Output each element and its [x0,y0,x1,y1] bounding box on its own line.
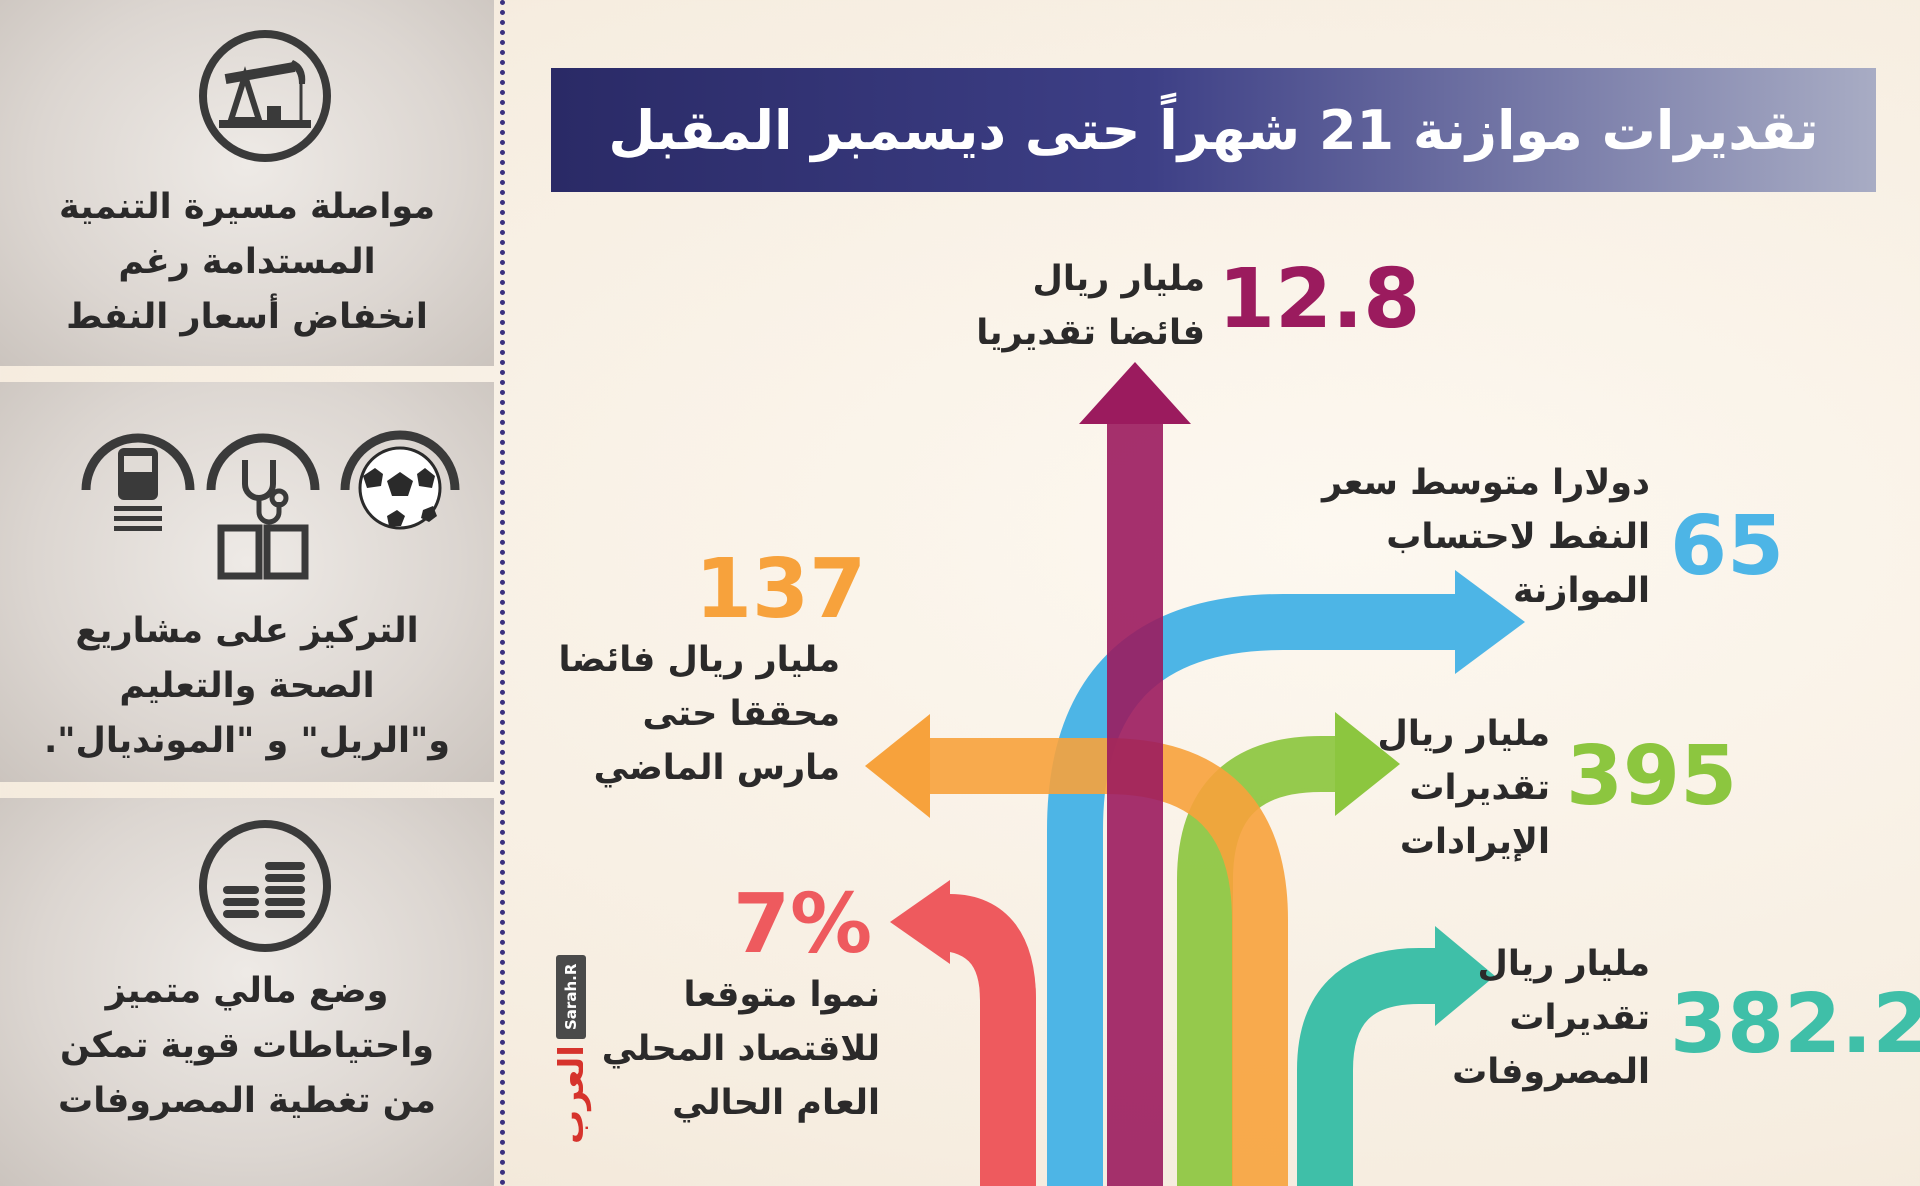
arrow-surplus [1107,418,1163,1186]
stat-surplus-desc: مليار ريال فائضا تقديريا [976,259,1205,353]
oil-pump-icon [199,30,331,162]
stat-revenues-desc: مليار ريال تقديرات الإيرادات [1377,714,1550,862]
arrow-surplus-head [1079,362,1191,424]
panel-health-education: التركيز على مشاريع الصحة والتعليم و"الري… [0,382,494,782]
soccer-ball-icon [340,430,460,530]
arrow-oil-price-head [1455,570,1525,674]
stat-achieved-surplus-desc: مليار ريال فائضا محققا حتى مارس الماضي [558,640,840,788]
panel1-line-2: المستدامة رغم [118,242,376,282]
stethoscope-book-icon [206,433,320,580]
arrow-expenses [1297,948,1440,1186]
stat-revenues-value: 395 [1566,729,1738,824]
stat-growth-value: 7% [733,877,873,972]
panel2-line-2: الصحة والتعليم [119,666,375,706]
coins-stack-icon [199,820,331,952]
dotted-divider [500,0,505,1186]
panel2-line-1: التركيز على مشاريع [75,611,419,651]
panel3-line-1: وضع مالي متميز [105,971,389,1011]
arrow-growth-head [890,880,950,964]
page-title: تقديرات موازنة 21 شهراً حتى ديسمبر المقب… [608,98,1819,162]
stat-surplus-value: 12.8 [1218,252,1421,347]
panel-financial-position: وضع مالي متميز واحتياطات قوية تمكن من تغ… [0,798,494,1186]
stat-achieved-surplus-value: 137 [695,542,867,637]
panel3-line-3: من تغطية المصروفات [58,1081,436,1121]
stat-oil-price-desc: دولارا متوسط سعر النفط لاحتساب الموازنة [1321,463,1650,611]
panel-sustainable-development: مواصلة مسيرة التنمية المستدامة رغم انخفا… [0,0,494,366]
left-panel: مواصلة مسيرة التنمية المستدامة رغم انخفا… [0,0,494,1186]
author-credit: Sarah.R [556,955,586,1039]
arrow-revenues-head [1335,712,1400,816]
train-icon [81,433,195,531]
arrow-expenses-head [1435,926,1495,1026]
arrow-achieved-surplus-head [865,714,930,818]
panel1-line-3: انخفاض أسعار النفط [66,297,428,337]
stat-oil-price-value: 65 [1670,499,1785,594]
panel1-line-1: مواصلة مسيرة التنمية [58,187,435,227]
stat-expenses-value: 382.2 [1670,977,1920,1072]
panel3-line-2: واحتياطات قوية تمكن [59,1026,435,1066]
title-banner: تقديرات موازنة 21 شهراً حتى ديسمبر المقب… [551,68,1876,192]
panel2-line-3: و"الريل" و "المونديال". [44,721,450,761]
stat-growth-desc: نموا متوقعا للاقتصاد المحلي العام الحالي [601,975,880,1123]
stat-expenses-desc: مليار ريال تقديرات المصروفات [1452,944,1650,1092]
publisher-logo: العرب [552,1045,592,1145]
